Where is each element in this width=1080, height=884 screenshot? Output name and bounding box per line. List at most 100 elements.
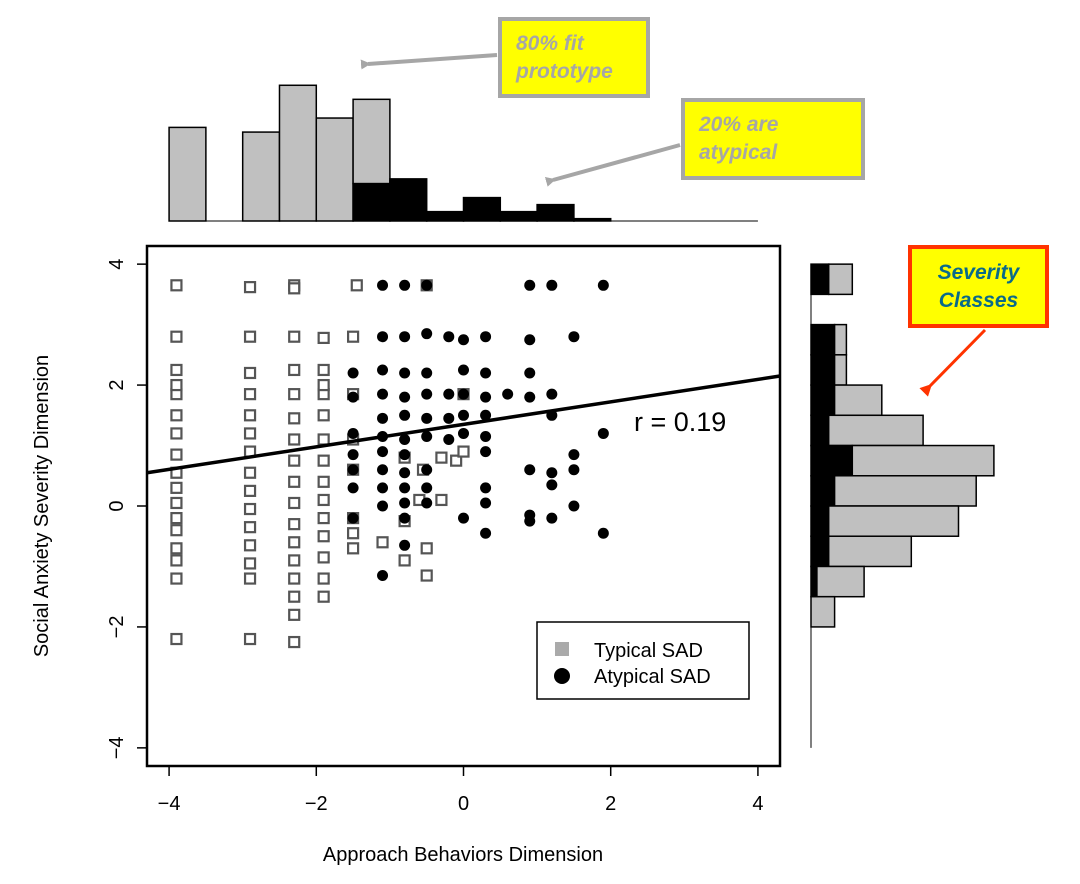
typical-point [170, 378, 183, 392]
typical-point [170, 496, 183, 510]
atypical-point [458, 427, 469, 439]
atypical-point [399, 482, 411, 494]
right-hist-bar-atypical [810, 565, 818, 598]
atypical-point [443, 388, 455, 400]
atypical-point [458, 334, 469, 346]
typical-point [376, 536, 389, 549]
right-hist-bar-typical [833, 354, 848, 386]
atypical-point [568, 331, 580, 343]
top-hist-bar-atypical [536, 203, 575, 222]
typical-point [288, 433, 301, 446]
atypical-point [546, 279, 558, 291]
atypical-point [421, 430, 433, 442]
legend: Typical SAD Atypical SAD [536, 621, 750, 700]
legend-label-atypical: Atypical SAD [594, 666, 711, 688]
y-tick-label: −2 [106, 616, 128, 639]
atypical-point [480, 446, 492, 458]
typical-point [288, 572, 301, 585]
atypical-point [377, 279, 389, 291]
right-hist-bar-typical [851, 444, 995, 477]
atypical-point [399, 433, 411, 445]
typical-point [170, 632, 183, 646]
typical-point [420, 569, 433, 582]
typical-point [317, 493, 330, 507]
typical-point [170, 448, 183, 461]
x-tick-label: −2 [305, 793, 328, 815]
typical-point [243, 502, 257, 516]
typical-point [346, 330, 360, 343]
atypical-point [458, 388, 469, 400]
typical-point [243, 484, 257, 497]
atypical-point [597, 279, 609, 291]
atypical-point [546, 512, 558, 524]
atypical-point [377, 446, 389, 458]
atypical-point [480, 497, 492, 509]
top-hist-bar-atypical [352, 182, 391, 222]
atypical-point [377, 464, 389, 476]
atypical-point [399, 409, 411, 421]
atypical-point [377, 500, 389, 512]
typical-point [288, 536, 301, 549]
legend-circle-marker [554, 668, 570, 684]
typical-point [170, 481, 183, 494]
atypical-point [377, 482, 389, 494]
typical-point [317, 378, 330, 392]
atypical-point [480, 409, 492, 421]
typical-point [288, 388, 301, 401]
scatter-points [170, 279, 609, 649]
typical-point [450, 454, 463, 467]
atypical-point [458, 409, 469, 421]
top-hist-bar-typical [278, 84, 318, 222]
atypical-point [377, 364, 389, 376]
typical-point [420, 542, 433, 555]
atypical-point [546, 467, 558, 479]
top-hist-bar-typical [352, 98, 391, 185]
typical-point [170, 572, 183, 585]
atypical-point [597, 527, 609, 539]
atypical-point [480, 331, 492, 343]
arrow-to-prototype [360, 53, 498, 70]
right-hist-bar-atypical [810, 414, 830, 447]
atypical-point [568, 500, 580, 512]
atypical-point [502, 388, 514, 400]
typical-point [243, 427, 257, 440]
atypical-point [458, 512, 469, 524]
atypical-point [458, 364, 469, 376]
arrow-to-severity [919, 328, 987, 397]
typical-point [317, 530, 330, 543]
regression-line [146, 374, 781, 475]
x-tick-label: 0 [458, 793, 469, 815]
right-hist-bar-atypical [810, 263, 830, 296]
right-hist-bar-atypical [810, 475, 836, 507]
right-hist-bar-typical [833, 384, 883, 417]
typical-point [170, 363, 183, 377]
typical-point [170, 409, 183, 422]
typical-point [350, 279, 363, 292]
right-histogram [810, 263, 995, 748]
right-hist-bar-typical [827, 505, 960, 537]
typical-point [243, 466, 257, 479]
typical-point [170, 330, 183, 343]
typical-point [288, 635, 301, 649]
top-hist-bar-typical [241, 131, 281, 222]
atypical-point [597, 427, 609, 439]
atypical-point [421, 388, 433, 400]
typical-point [288, 363, 301, 377]
atypical-point [399, 512, 411, 524]
atypical-point [480, 527, 492, 539]
y-tick-label: 4 [106, 259, 128, 270]
typical-point [288, 554, 301, 567]
callout-prototype-line-1: 80% fit [516, 31, 584, 55]
callout-arrows [360, 53, 987, 397]
callout-prototype-line-2: prototype [516, 59, 613, 83]
atypical-point [347, 391, 359, 403]
typical-point [243, 388, 257, 401]
y-axis-label: Social Anxiety Severity Dimension [31, 355, 53, 657]
right-hist-bar-typical [833, 475, 977, 507]
y-tick-label: 0 [106, 500, 128, 511]
typical-point [317, 511, 330, 525]
typical-point [170, 542, 183, 555]
atypical-point [480, 482, 492, 494]
atypical-point [480, 430, 492, 442]
typical-point [317, 363, 330, 377]
